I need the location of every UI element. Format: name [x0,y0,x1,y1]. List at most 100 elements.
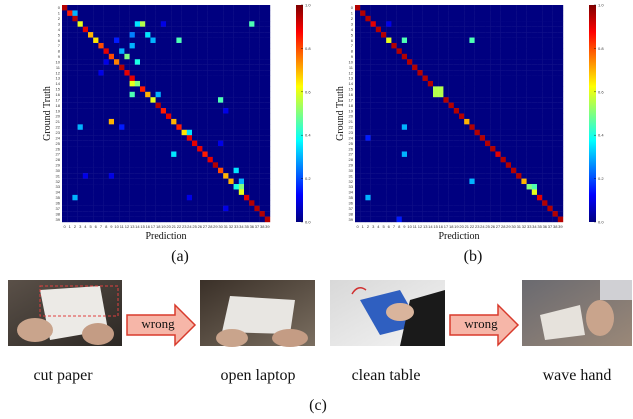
heatmap-cell [130,103,135,109]
heatmap-cell [228,211,233,217]
heatmap-cell [433,103,438,109]
heatmap-cell [228,162,233,168]
heatmap-cell [443,157,448,163]
heatmap-cell [475,206,480,212]
heatmap-cell [83,32,88,38]
heatmap-cell [140,81,145,87]
heatmap-cell [93,5,98,11]
heatmap-cell [371,59,376,65]
heatmap-cell [469,76,474,82]
heatmap-cell [537,43,542,49]
heatmap-cell [62,48,67,54]
heatmap-cell [495,43,500,49]
heatmap-cell [459,21,464,27]
heatmap-cell [130,211,135,217]
heatmap-cell [485,43,490,49]
heatmap-cell [506,59,511,65]
heatmap-cell [438,97,443,103]
heatmap-cell [140,59,145,65]
heatmap-cell [228,59,233,65]
heatmap-cell [438,206,443,212]
heatmap-cell [371,38,376,44]
heatmap-cell [176,206,181,212]
heatmap-cell [521,217,526,223]
heatmap-cell [464,21,469,27]
heatmap-cell [213,81,218,87]
heatmap-cell [454,206,459,212]
heatmap-cell [391,195,396,201]
heatmap-cell [381,217,386,223]
heatmap-cell [428,114,433,120]
heatmap-cell [88,119,93,125]
heatmap-cell [501,189,506,195]
heatmap-cell [443,81,448,87]
heatmap-cell [244,141,249,147]
heatmap-cell [407,168,412,174]
heatmap-cell [140,179,145,185]
heatmap-cell [109,43,114,49]
heatmap-cell [495,76,500,82]
heatmap-cell [485,76,490,82]
heatmap-cell [506,173,511,179]
heatmap-cell [124,184,129,190]
heatmap-cell [371,179,376,185]
heatmap-cell [542,206,547,212]
heatmap-cell [553,21,558,27]
heatmap-cell [208,21,213,27]
heatmap-cell [265,151,270,157]
heatmap-cell [254,168,259,174]
heatmap-cell [402,119,407,125]
heatmap-cell [62,168,67,174]
heatmap-cell [260,206,265,212]
heatmap-cell [197,217,202,223]
heatmap-cell [135,157,140,163]
heatmap-cell [109,130,114,136]
heatmap-cell [187,108,192,114]
heatmap-cell [459,151,464,157]
heatmap-cell [521,173,526,179]
heatmap-cell [527,173,532,179]
heatmap-cell [454,211,459,217]
heatmap-cell [553,195,558,201]
heatmap-cell [187,27,192,33]
heatmap-cell [239,103,244,109]
heatmap-cell [553,184,558,190]
heatmap-cell [62,16,67,22]
heatmap-cell [62,162,67,168]
heatmap-cell [386,38,391,44]
heatmap-cell [428,21,433,27]
heatmap-cell [72,27,77,33]
heatmap-cell [558,43,563,49]
heatmap-cell [397,81,402,87]
heatmap-cell [459,16,464,22]
heatmap-cell [249,206,254,212]
heatmap-cell [553,151,558,157]
heatmap-cell [407,10,412,16]
heatmap-cell [202,179,207,185]
heatmap-cell [265,162,270,168]
heatmap-cell [412,59,417,65]
heatmap-cell [254,97,259,103]
heatmap-cell [62,38,67,44]
heatmap-cell [532,27,537,33]
heatmap-cell [428,32,433,38]
heatmap-cell [542,114,547,120]
heatmap-cell [360,162,365,168]
heatmap-cell [161,86,166,92]
heatmap-cell [234,81,239,87]
heatmap-cell [407,151,412,157]
heatmap-cell [161,32,166,38]
heatmap-cell [412,119,417,125]
heatmap-cell [475,217,480,223]
colorbar-tick-label: 0.2 [305,176,311,181]
heatmap-cell [527,86,532,92]
heatmap-cell [542,81,547,87]
heatmap-cell [114,92,119,98]
heatmap-cell [166,32,171,38]
heatmap-cell [459,43,464,49]
heatmap-cell [371,92,376,98]
colorbar-tick-label: 0.2 [598,176,604,181]
heatmap-cell [521,76,526,82]
heatmap-cell [516,21,521,27]
heatmap-cell [547,151,552,157]
